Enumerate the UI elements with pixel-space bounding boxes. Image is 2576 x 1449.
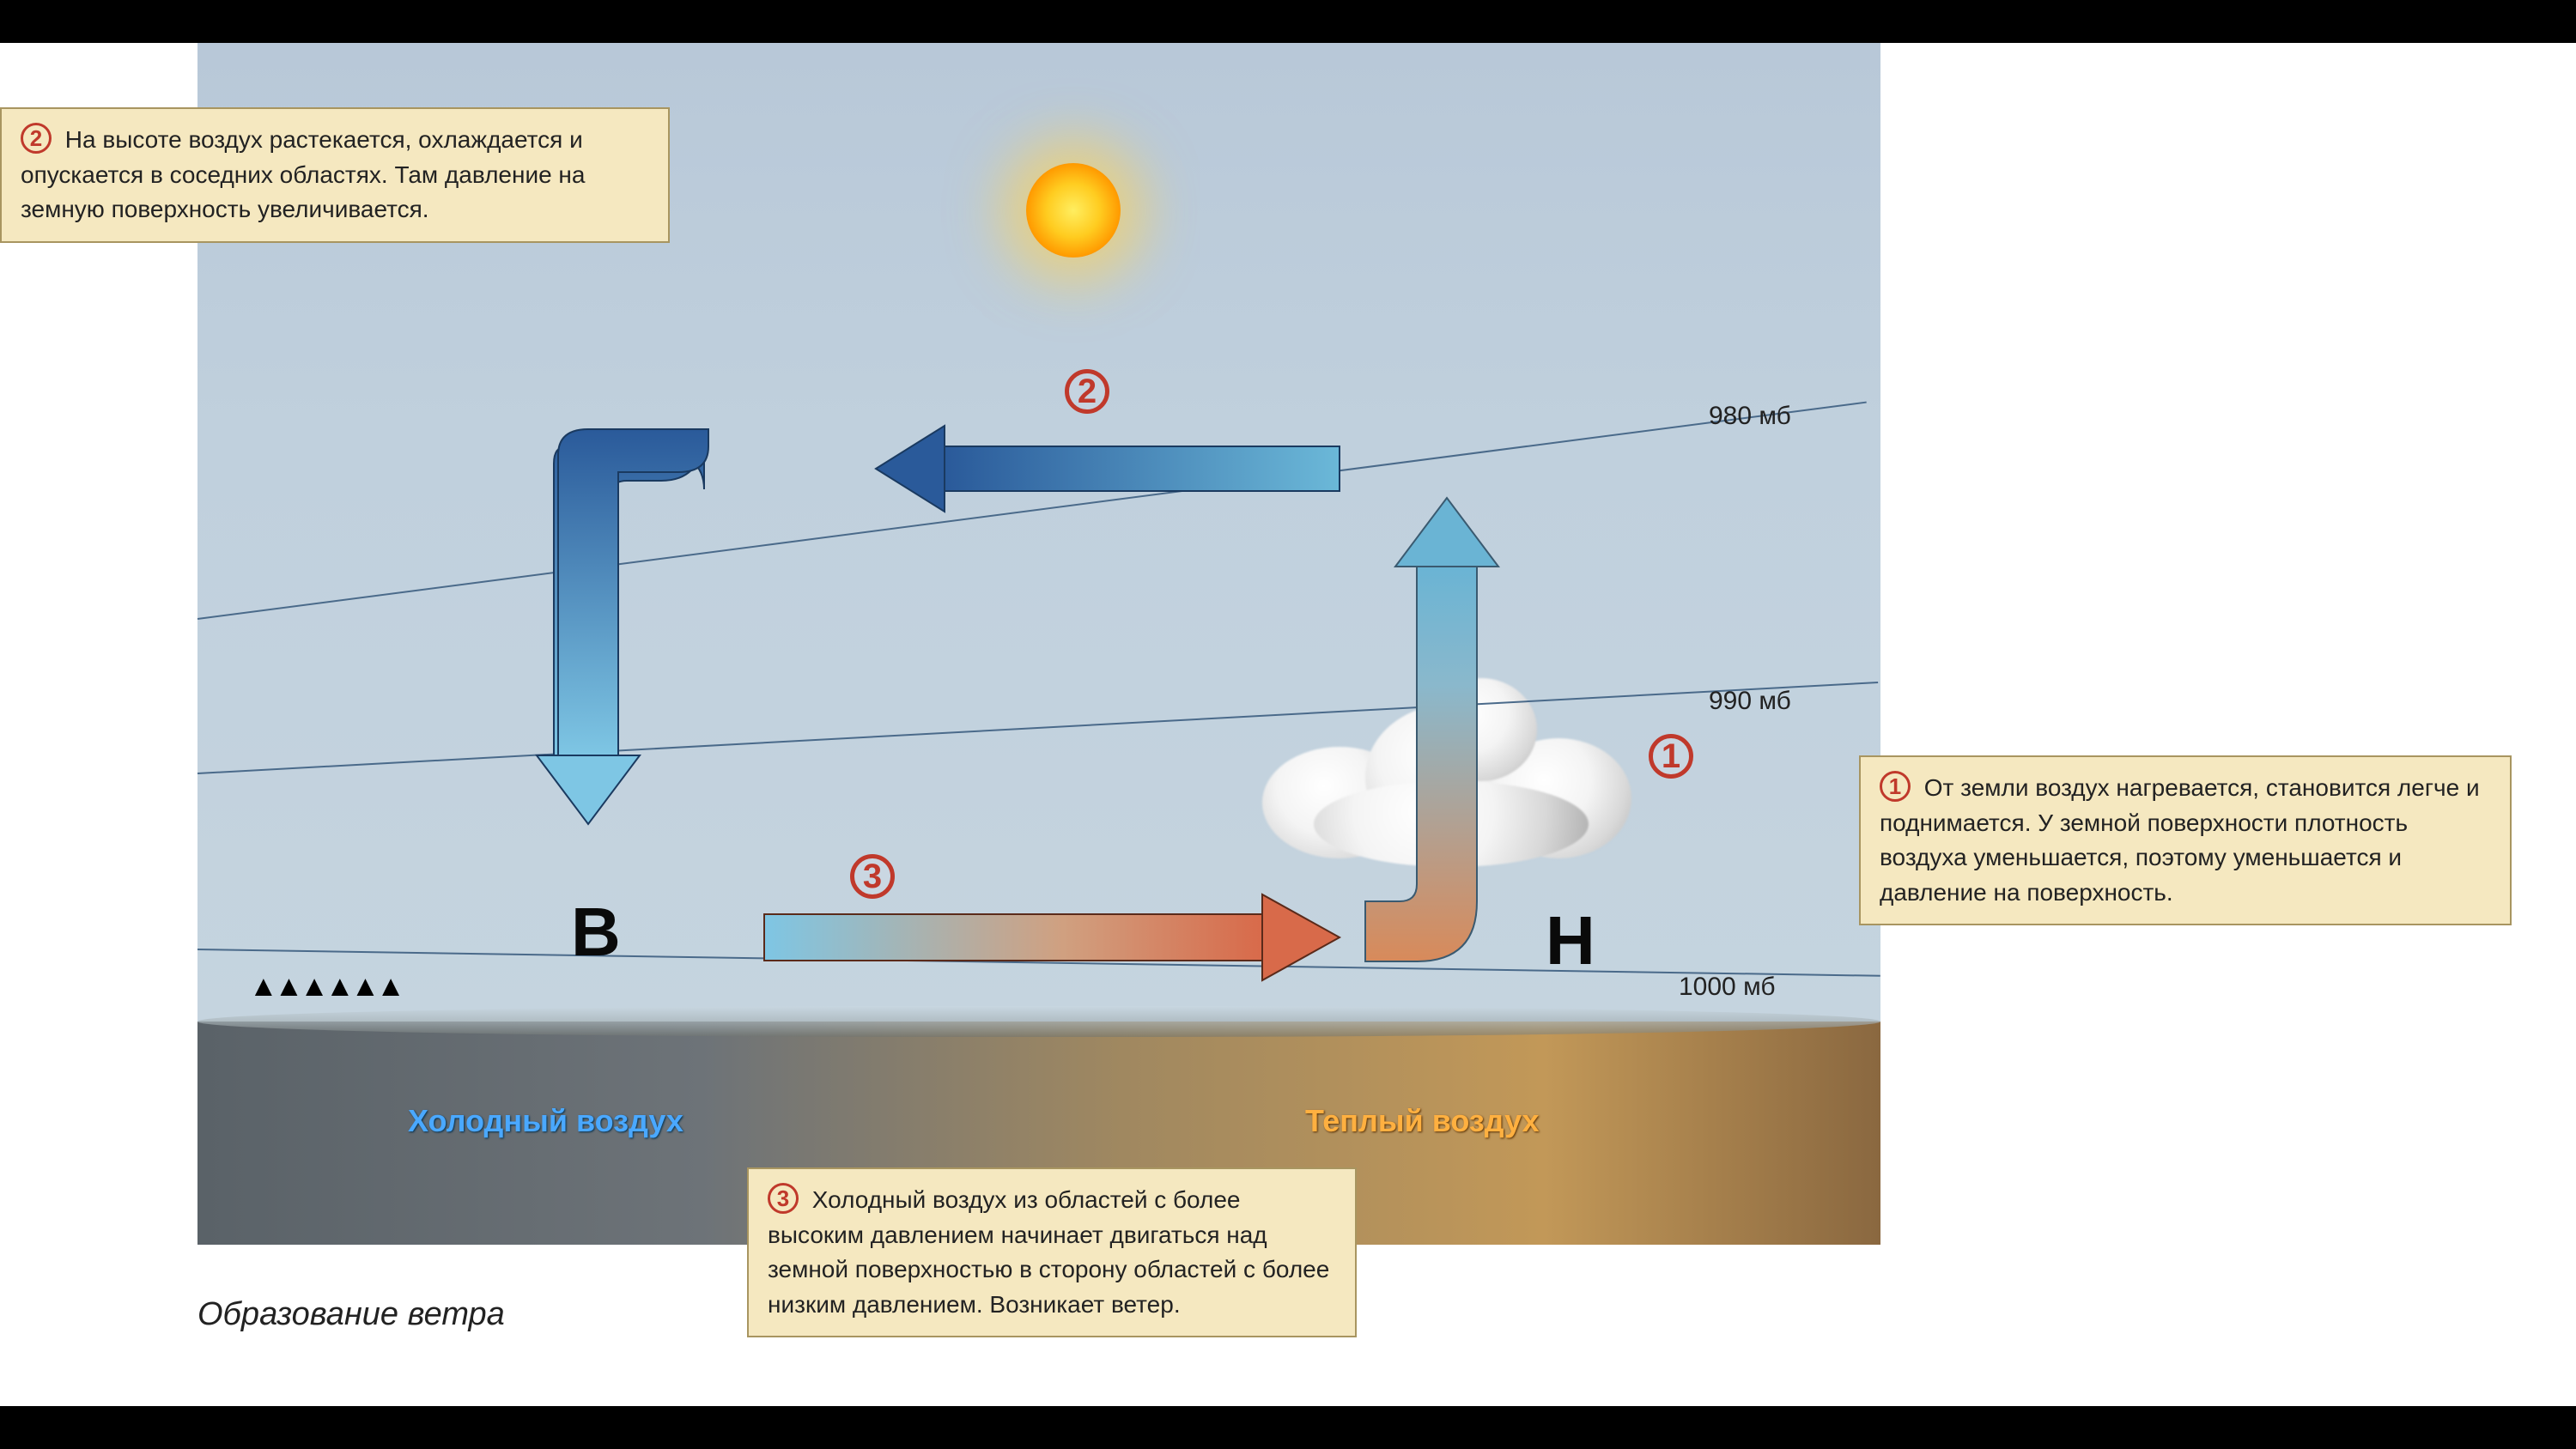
callout-2-text: На высоте воздух растекается, охлаждаетс… bbox=[21, 126, 585, 222]
step-marker-3: 3 bbox=[850, 854, 895, 899]
callout-3-num: 3 bbox=[768, 1183, 799, 1214]
cold-air-label: Холодный воздух bbox=[408, 1103, 683, 1139]
callout-2: 2 На высоте воздух растекается, охлаждае… bbox=[0, 107, 670, 243]
pressure-label-990: 990 мб bbox=[1709, 687, 1791, 716]
warm-air-label: Теплый воздух bbox=[1305, 1103, 1540, 1139]
trees-icon: ▲▲▲▲▲▲ bbox=[249, 970, 402, 1003]
cloud-icon bbox=[1228, 661, 1640, 867]
callout-1-text: От земли воздух нагревается, становится … bbox=[1880, 774, 2480, 906]
callout-1-num: 1 bbox=[1880, 771, 1911, 802]
pressure-label-1000: 1000 мб bbox=[1679, 973, 1776, 1002]
paper-canvas: ▲▲▲▲▲▲ bbox=[0, 43, 2576, 1406]
step-marker-1: 1 bbox=[1649, 734, 1693, 779]
sun-icon bbox=[1026, 163, 1121, 258]
callout-2-num: 2 bbox=[21, 123, 52, 154]
callout-3-text: Холодный воздух из областей с более высо… bbox=[768, 1186, 1329, 1318]
pressure-label-980: 980 мб bbox=[1709, 402, 1791, 431]
low-pressure-letter: Н bbox=[1546, 901, 1595, 980]
callout-3: 3 Холодный воздух из областей с более вы… bbox=[747, 1167, 1357, 1337]
callout-1: 1 От земли воздух нагревается, становитс… bbox=[1859, 755, 2512, 925]
diagram-title: Образование ветра bbox=[197, 1296, 505, 1333]
step-marker-2: 2 bbox=[1065, 369, 1109, 414]
high-pressure-letter: В bbox=[571, 893, 621, 972]
